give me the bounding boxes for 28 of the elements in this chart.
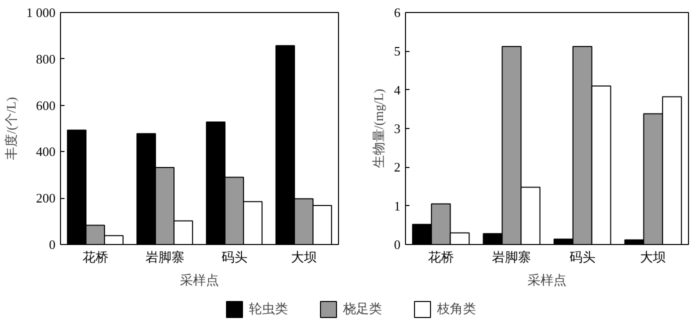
y-tick-label: 2 xyxy=(394,160,400,175)
x-axis-title: 采样点 xyxy=(180,272,219,288)
y-tick-label: 200 xyxy=(36,190,56,206)
y-axis-title: 生物量/(mg/L) xyxy=(371,88,386,168)
x-tick-label: 岩脚寨 xyxy=(145,250,184,264)
x-tick-label: 码头 xyxy=(569,250,596,264)
x-tick-label: 岩脚寨 xyxy=(492,250,532,264)
y-tick-label: 4 xyxy=(394,82,401,98)
x-tick-label: 大坝 xyxy=(290,250,317,264)
y-tick-label: 3 xyxy=(394,121,400,136)
y-tick-label: 1 000 xyxy=(26,5,56,20)
y-tick-label: 5 xyxy=(394,44,400,59)
x-tick-label: 花桥 xyxy=(82,250,108,264)
legend-label: 枝角类 xyxy=(437,300,476,318)
x-tick-label: 码头 xyxy=(221,250,248,264)
y-tick-label: 400 xyxy=(36,144,56,160)
x-axis-title: 采样点 xyxy=(528,272,566,288)
y-tick-label: 0 xyxy=(49,237,56,252)
legend-label: 桡足类 xyxy=(343,300,382,318)
y-tick-label: 6 xyxy=(394,5,401,20)
y-tick-label: 1 xyxy=(394,198,400,214)
y-tick-label: 800 xyxy=(36,51,56,66)
y-axis-title: 丰度/(个/L) xyxy=(3,97,18,160)
y-tick-label: 0 xyxy=(394,237,400,252)
y-tick-label: 600 xyxy=(36,98,56,113)
x-tick-label: 花桥 xyxy=(428,250,454,264)
legend-label: 轮虫类 xyxy=(249,300,288,318)
x-tick-label: 大坝 xyxy=(640,250,666,264)
